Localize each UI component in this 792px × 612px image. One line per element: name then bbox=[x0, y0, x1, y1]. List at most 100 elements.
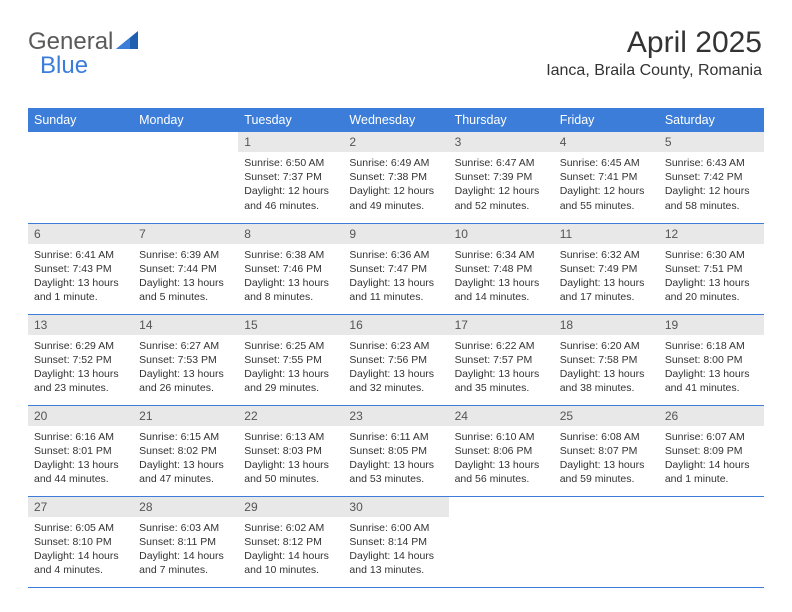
location-label: Ianca, Braila County, Romania bbox=[546, 62, 762, 80]
calendar-cell bbox=[449, 496, 554, 587]
day-number: 25 bbox=[554, 406, 659, 426]
calendar-cell: 10Sunrise: 6:34 AMSunset: 7:48 PMDayligh… bbox=[449, 223, 554, 314]
day-detail: Sunrise: 6:49 AMSunset: 7:38 PMDaylight:… bbox=[343, 152, 448, 219]
calendar-cell: 5Sunrise: 6:43 AMSunset: 7:42 PMDaylight… bbox=[659, 132, 764, 223]
calendar-cell: 4Sunrise: 6:45 AMSunset: 7:41 PMDaylight… bbox=[554, 132, 659, 223]
calendar-table: Sunday Monday Tuesday Wednesday Thursday… bbox=[28, 108, 764, 588]
day-detail: Sunrise: 6:34 AMSunset: 7:48 PMDaylight:… bbox=[449, 244, 554, 311]
day-number: 13 bbox=[28, 315, 133, 335]
day-detail: Sunrise: 6:43 AMSunset: 7:42 PMDaylight:… bbox=[659, 152, 764, 219]
weekday-header-row: Sunday Monday Tuesday Wednesday Thursday… bbox=[28, 108, 764, 132]
day-detail: Sunrise: 6:45 AMSunset: 7:41 PMDaylight:… bbox=[554, 152, 659, 219]
day-number: 29 bbox=[238, 497, 343, 517]
calendar-cell bbox=[133, 132, 238, 223]
calendar-cell: 25Sunrise: 6:08 AMSunset: 8:07 PMDayligh… bbox=[554, 405, 659, 496]
day-detail: Sunrise: 6:02 AMSunset: 8:12 PMDaylight:… bbox=[238, 517, 343, 584]
calendar-cell: 11Sunrise: 6:32 AMSunset: 7:49 PMDayligh… bbox=[554, 223, 659, 314]
calendar-row: 6Sunrise: 6:41 AMSunset: 7:43 PMDaylight… bbox=[28, 223, 764, 314]
weekday-header: Thursday bbox=[449, 108, 554, 132]
day-detail: Sunrise: 6:39 AMSunset: 7:44 PMDaylight:… bbox=[133, 244, 238, 311]
calendar-cell bbox=[554, 496, 659, 587]
day-number: 17 bbox=[449, 315, 554, 335]
day-number: 24 bbox=[449, 406, 554, 426]
day-number: 3 bbox=[449, 132, 554, 152]
day-number: 2 bbox=[343, 132, 448, 152]
brand-suffix: Blue bbox=[40, 52, 88, 80]
calendar-cell bbox=[659, 496, 764, 587]
calendar-cell: 8Sunrise: 6:38 AMSunset: 7:46 PMDaylight… bbox=[238, 223, 343, 314]
calendar-cell: 29Sunrise: 6:02 AMSunset: 8:12 PMDayligh… bbox=[238, 496, 343, 587]
day-number: 5 bbox=[659, 132, 764, 152]
calendar-cell: 18Sunrise: 6:20 AMSunset: 7:58 PMDayligh… bbox=[554, 314, 659, 405]
day-detail: Sunrise: 6:22 AMSunset: 7:57 PMDaylight:… bbox=[449, 335, 554, 402]
day-number: 4 bbox=[554, 132, 659, 152]
day-number: 16 bbox=[343, 315, 448, 335]
calendar-cell: 16Sunrise: 6:23 AMSunset: 7:56 PMDayligh… bbox=[343, 314, 448, 405]
calendar-cell bbox=[28, 132, 133, 223]
weekday-header: Wednesday bbox=[343, 108, 448, 132]
calendar-cell: 28Sunrise: 6:03 AMSunset: 8:11 PMDayligh… bbox=[133, 496, 238, 587]
day-detail: Sunrise: 6:32 AMSunset: 7:49 PMDaylight:… bbox=[554, 244, 659, 311]
calendar-cell: 12Sunrise: 6:30 AMSunset: 7:51 PMDayligh… bbox=[659, 223, 764, 314]
day-detail: Sunrise: 6:38 AMSunset: 7:46 PMDaylight:… bbox=[238, 244, 343, 311]
day-number: 22 bbox=[238, 406, 343, 426]
day-detail: Sunrise: 6:27 AMSunset: 7:53 PMDaylight:… bbox=[133, 335, 238, 402]
day-number: 21 bbox=[133, 406, 238, 426]
day-detail: Sunrise: 6:41 AMSunset: 7:43 PMDaylight:… bbox=[28, 244, 133, 311]
calendar-row: 20Sunrise: 6:16 AMSunset: 8:01 PMDayligh… bbox=[28, 405, 764, 496]
day-detail: Sunrise: 6:03 AMSunset: 8:11 PMDaylight:… bbox=[133, 517, 238, 584]
day-number: 8 bbox=[238, 224, 343, 244]
calendar-cell: 9Sunrise: 6:36 AMSunset: 7:47 PMDaylight… bbox=[343, 223, 448, 314]
day-detail: Sunrise: 6:10 AMSunset: 8:06 PMDaylight:… bbox=[449, 426, 554, 493]
day-detail: Sunrise: 6:23 AMSunset: 7:56 PMDaylight:… bbox=[343, 335, 448, 402]
day-number: 6 bbox=[28, 224, 133, 244]
day-detail: Sunrise: 6:30 AMSunset: 7:51 PMDaylight:… bbox=[659, 244, 764, 311]
weekday-header: Tuesday bbox=[238, 108, 343, 132]
day-detail: Sunrise: 6:20 AMSunset: 7:58 PMDaylight:… bbox=[554, 335, 659, 402]
calendar-cell: 6Sunrise: 6:41 AMSunset: 7:43 PMDaylight… bbox=[28, 223, 133, 314]
day-detail: Sunrise: 6:16 AMSunset: 8:01 PMDaylight:… bbox=[28, 426, 133, 493]
day-number: 14 bbox=[133, 315, 238, 335]
calendar-cell: 1Sunrise: 6:50 AMSunset: 7:37 PMDaylight… bbox=[238, 132, 343, 223]
calendar-cell: 27Sunrise: 6:05 AMSunset: 8:10 PMDayligh… bbox=[28, 496, 133, 587]
day-number: 19 bbox=[659, 315, 764, 335]
calendar-cell: 2Sunrise: 6:49 AMSunset: 7:38 PMDaylight… bbox=[343, 132, 448, 223]
day-number: 23 bbox=[343, 406, 448, 426]
day-number: 1 bbox=[238, 132, 343, 152]
day-detail: Sunrise: 6:15 AMSunset: 8:02 PMDaylight:… bbox=[133, 426, 238, 493]
brand-triangle-icon bbox=[116, 28, 138, 56]
calendar-cell: 30Sunrise: 6:00 AMSunset: 8:14 PMDayligh… bbox=[343, 496, 448, 587]
calendar-cell: 21Sunrise: 6:15 AMSunset: 8:02 PMDayligh… bbox=[133, 405, 238, 496]
day-detail: Sunrise: 6:11 AMSunset: 8:05 PMDaylight:… bbox=[343, 426, 448, 493]
day-detail: Sunrise: 6:50 AMSunset: 7:37 PMDaylight:… bbox=[238, 152, 343, 219]
weekday-header: Friday bbox=[554, 108, 659, 132]
page-title: April 2025 bbox=[546, 26, 762, 60]
day-number: 30 bbox=[343, 497, 448, 517]
calendar-row: 13Sunrise: 6:29 AMSunset: 7:52 PMDayligh… bbox=[28, 314, 764, 405]
header-right: April 2025 Ianca, Braila County, Romania bbox=[546, 26, 762, 80]
calendar-cell: 24Sunrise: 6:10 AMSunset: 8:06 PMDayligh… bbox=[449, 405, 554, 496]
day-detail: Sunrise: 6:47 AMSunset: 7:39 PMDaylight:… bbox=[449, 152, 554, 219]
day-detail: Sunrise: 6:07 AMSunset: 8:09 PMDaylight:… bbox=[659, 426, 764, 493]
day-number: 28 bbox=[133, 497, 238, 517]
calendar-row: 27Sunrise: 6:05 AMSunset: 8:10 PMDayligh… bbox=[28, 496, 764, 587]
day-detail: Sunrise: 6:05 AMSunset: 8:10 PMDaylight:… bbox=[28, 517, 133, 584]
calendar-cell: 23Sunrise: 6:11 AMSunset: 8:05 PMDayligh… bbox=[343, 405, 448, 496]
calendar-cell: 3Sunrise: 6:47 AMSunset: 7:39 PMDaylight… bbox=[449, 132, 554, 223]
calendar-cell: 20Sunrise: 6:16 AMSunset: 8:01 PMDayligh… bbox=[28, 405, 133, 496]
day-detail: Sunrise: 6:13 AMSunset: 8:03 PMDaylight:… bbox=[238, 426, 343, 493]
day-number: 10 bbox=[449, 224, 554, 244]
day-number: 26 bbox=[659, 406, 764, 426]
day-number: 7 bbox=[133, 224, 238, 244]
day-number: 11 bbox=[554, 224, 659, 244]
day-detail: Sunrise: 6:25 AMSunset: 7:55 PMDaylight:… bbox=[238, 335, 343, 402]
weekday-header: Saturday bbox=[659, 108, 764, 132]
day-detail: Sunrise: 6:08 AMSunset: 8:07 PMDaylight:… bbox=[554, 426, 659, 493]
day-number: 12 bbox=[659, 224, 764, 244]
calendar-cell: 15Sunrise: 6:25 AMSunset: 7:55 PMDayligh… bbox=[238, 314, 343, 405]
weekday-header: Sunday bbox=[28, 108, 133, 132]
day-detail: Sunrise: 6:18 AMSunset: 8:00 PMDaylight:… bbox=[659, 335, 764, 402]
day-number: 27 bbox=[28, 497, 133, 517]
calendar-row: 1Sunrise: 6:50 AMSunset: 7:37 PMDaylight… bbox=[28, 132, 764, 223]
day-detail: Sunrise: 6:36 AMSunset: 7:47 PMDaylight:… bbox=[343, 244, 448, 311]
